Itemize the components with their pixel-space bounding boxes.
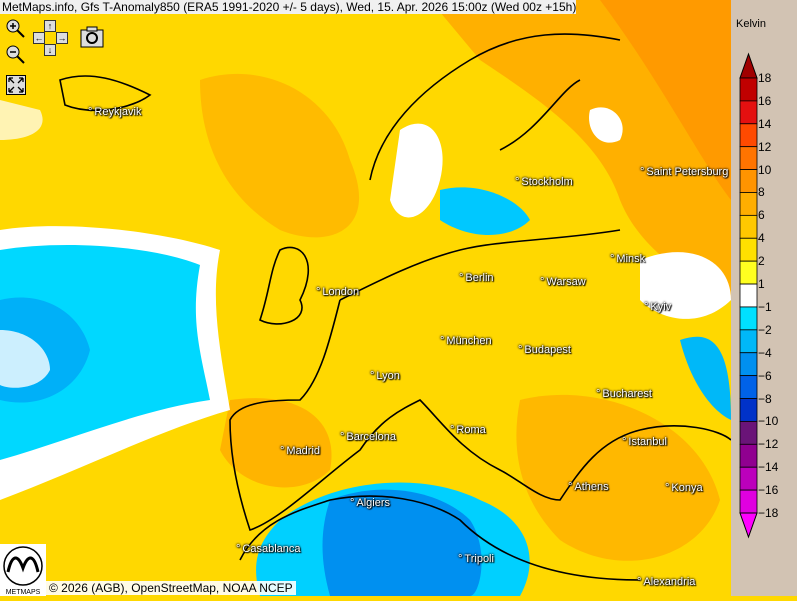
legend-label: −10 <box>758 414 779 429</box>
legend-swatch <box>739 77 758 102</box>
legend-arrow-bottom <box>739 512 758 539</box>
screenshot-button[interactable] <box>80 26 104 53</box>
city-label: München <box>440 335 491 347</box>
attribution: © 2026 (AGB), OpenStreetMap, NOAA NCEP <box>46 581 296 595</box>
city-label: Lyon <box>370 370 399 382</box>
city-label: Minsk <box>610 253 645 265</box>
legend-label: −6 <box>758 368 772 383</box>
legend-label: 14 <box>758 116 772 131</box>
city-label: Tripoli <box>458 553 494 565</box>
legend-arrow-top <box>739 52 758 79</box>
city-label: Berlin <box>459 272 493 284</box>
legend-swatch <box>739 169 758 193</box>
city-label: Madrid <box>280 445 320 457</box>
legend-label: 10 <box>758 162 772 177</box>
legend-label: −14 <box>758 460 779 475</box>
city-label: Stockholm <box>515 176 572 188</box>
city-label: Istanbul <box>622 436 667 448</box>
zoom-in-icon <box>6 19 25 38</box>
pan-up-button[interactable]: ↑ <box>44 20 56 32</box>
legend-swatch <box>739 489 758 514</box>
legend-label: −12 <box>758 437 779 452</box>
legend-label: 12 <box>758 139 772 154</box>
city-label: London <box>316 286 359 298</box>
legend-swatch <box>739 421 758 445</box>
legend-label: −8 <box>758 391 772 406</box>
city-label: Reykjavik <box>88 106 141 118</box>
temperature-anomaly-map[interactable] <box>0 0 731 596</box>
legend-swatch <box>739 329 758 354</box>
city-label: Warsaw <box>540 276 585 288</box>
legend-label: 8 <box>758 185 765 200</box>
legend-label: −1 <box>758 299 772 314</box>
legend-panel: Kelvin 18 16 14 12 10 8 6 4 2 1 −1 −2 −4 −6 −8 −10 −12 −1… <box>731 0 797 596</box>
city-label: Barcelona <box>340 431 396 443</box>
legend-label: −16 <box>758 483 779 498</box>
legend-label: −2 <box>758 322 772 337</box>
city-label: Alexandria <box>637 576 695 588</box>
legend-swatch <box>739 443 758 468</box>
legend-swatch <box>739 146 758 170</box>
legend-label: 18 <box>758 71 772 85</box>
city-label: Casablanca <box>236 543 300 555</box>
legend-swatch <box>739 237 758 262</box>
pan-down-button[interactable]: ↓ <box>44 44 56 56</box>
zoom-out-button[interactable] <box>5 44 27 71</box>
legend-swatch <box>739 398 758 422</box>
city-label: Athens <box>568 481 608 493</box>
color-scale <box>739 52 758 539</box>
svg-text:METMAPS: METMAPS <box>6 589 41 596</box>
legend-swatch <box>739 375 758 399</box>
legend-swatch <box>739 352 758 377</box>
zoom-out-icon <box>6 45 25 64</box>
legend-label: 4 <box>758 231 765 246</box>
city-label: Roma <box>450 424 485 436</box>
city-label: Budapest <box>518 344 570 356</box>
legend-label: 1 <box>758 277 765 292</box>
camera-icon <box>80 26 104 48</box>
pan-right-button[interactable]: → <box>56 32 68 44</box>
legend-swatch <box>739 466 758 491</box>
legend-swatch <box>739 283 758 308</box>
legend-swatch <box>739 260 758 285</box>
city-label: Kyiv <box>644 301 671 313</box>
legend-swatch <box>739 214 758 239</box>
city-label: Konya <box>665 482 702 494</box>
legend-swatch <box>739 123 758 148</box>
legend-label: 6 <box>758 208 765 223</box>
legend-unit: Kelvin <box>736 18 766 30</box>
fullscreen-icon <box>6 75 26 95</box>
zoom-in-button[interactable] <box>5 18 27 45</box>
legend-swatch <box>739 306 758 331</box>
city-label: Saint Petersburg <box>640 166 728 178</box>
metmaps-logo: METMAPS <box>0 544 46 596</box>
legend-label: −4 <box>758 345 772 360</box>
fullscreen-button[interactable] <box>6 75 26 100</box>
map-title: MetMaps.info, Gfs T-Anomaly850 (ERA5 199… <box>0 0 577 14</box>
legend-swatch <box>739 192 758 216</box>
legend-swatch <box>739 100 758 125</box>
legend-label: −18 <box>758 506 779 520</box>
pan-left-button[interactable]: ← <box>33 32 45 44</box>
legend-label: 2 <box>758 254 765 269</box>
city-label: Bucharest <box>596 388 652 400</box>
legend-label: 16 <box>758 93 772 108</box>
city-label: Algiers <box>350 497 390 509</box>
